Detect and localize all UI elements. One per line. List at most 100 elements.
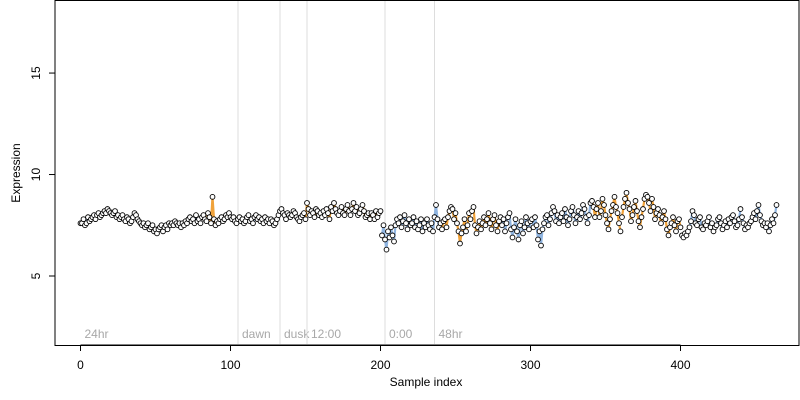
data-point xyxy=(478,226,484,233)
data-point xyxy=(353,204,360,210)
data-point xyxy=(694,222,700,229)
data-point xyxy=(521,224,528,231)
data-point xyxy=(628,218,634,225)
data-point xyxy=(688,218,694,225)
data-point xyxy=(658,220,664,227)
region-markers: 24hr dawn dusk 12:00 0:00 48hr xyxy=(85,1,463,344)
data-point xyxy=(311,214,318,221)
data-point xyxy=(544,212,550,218)
data-point xyxy=(482,222,489,229)
data-point xyxy=(662,216,669,223)
data-point xyxy=(607,216,613,223)
region-label: 0:00 xyxy=(389,327,413,341)
data-point xyxy=(773,202,780,208)
data-point xyxy=(424,216,430,223)
data-point xyxy=(605,226,612,233)
data-point xyxy=(500,216,507,223)
data-point xyxy=(539,226,546,233)
y-tick-label: 15 xyxy=(29,66,43,80)
data-point xyxy=(547,216,553,223)
data-point xyxy=(533,222,540,229)
data-point xyxy=(578,210,585,216)
data-point xyxy=(700,226,706,233)
data-point xyxy=(589,198,595,204)
x-tick-label: 400 xyxy=(670,358,690,372)
region-label: 24hr xyxy=(85,327,109,341)
data-point xyxy=(545,222,552,229)
data-point xyxy=(739,214,745,221)
data-point xyxy=(443,224,450,231)
data-point xyxy=(619,214,625,221)
data-point xyxy=(566,216,573,223)
data-point xyxy=(380,222,387,229)
data-point xyxy=(494,228,501,235)
data-point xyxy=(499,222,505,229)
data-point xyxy=(634,208,640,214)
data-point xyxy=(655,206,661,212)
x-axis: 0 100 200 300 400 xyxy=(77,344,691,372)
data-point xyxy=(326,216,333,223)
data-point xyxy=(502,228,508,235)
data-point xyxy=(625,200,631,206)
data-point xyxy=(676,216,682,223)
data-point xyxy=(245,212,252,218)
data-point xyxy=(413,218,420,225)
region-label: 12:00 xyxy=(311,327,341,341)
data-point xyxy=(164,226,171,233)
data-point xyxy=(551,208,558,214)
data-point xyxy=(347,212,354,218)
data-point xyxy=(418,216,424,223)
data-point xyxy=(526,226,532,233)
x-tick-label: 100 xyxy=(220,358,240,372)
data-point xyxy=(344,202,351,208)
data-point xyxy=(617,228,624,235)
data-point xyxy=(644,194,651,200)
data-point xyxy=(439,226,445,233)
data-point xyxy=(406,216,412,223)
data-point xyxy=(737,206,744,212)
data-point xyxy=(640,206,646,212)
data-point xyxy=(556,220,562,227)
data-point xyxy=(430,228,436,235)
data-point xyxy=(473,230,480,237)
data-point xyxy=(209,194,216,200)
plot-frame xyxy=(54,0,800,346)
data-point xyxy=(572,220,579,227)
data-point xyxy=(697,214,703,221)
region-label: dawn xyxy=(242,327,271,341)
data-point xyxy=(647,208,654,214)
data-point xyxy=(416,222,423,229)
data-point xyxy=(671,222,678,229)
data-point xyxy=(464,222,471,229)
data-point xyxy=(626,206,633,212)
data-point xyxy=(451,216,457,223)
data-point xyxy=(613,204,619,210)
data-point xyxy=(325,210,331,216)
data-point xyxy=(377,208,384,214)
data-point xyxy=(493,222,499,229)
data-point xyxy=(629,212,636,218)
data-point xyxy=(730,212,736,218)
data-point xyxy=(520,230,526,237)
data-point xyxy=(485,210,492,216)
data-point xyxy=(488,226,495,233)
data-points xyxy=(77,189,780,253)
data-point xyxy=(208,220,214,227)
data-point xyxy=(410,214,417,221)
data-point xyxy=(661,208,667,214)
data-point xyxy=(470,204,477,210)
data-point xyxy=(389,232,396,239)
data-point xyxy=(635,218,642,225)
data-point xyxy=(515,236,522,243)
data-point xyxy=(419,228,426,235)
data-point xyxy=(593,206,600,212)
data-point xyxy=(403,220,409,227)
data-point xyxy=(731,218,738,225)
x-tick-label: 200 xyxy=(370,358,390,372)
data-point xyxy=(620,204,627,210)
data-point xyxy=(734,222,741,229)
data-point xyxy=(452,210,459,216)
data-point xyxy=(445,214,451,221)
data-point xyxy=(457,240,463,247)
data-point xyxy=(637,224,643,231)
